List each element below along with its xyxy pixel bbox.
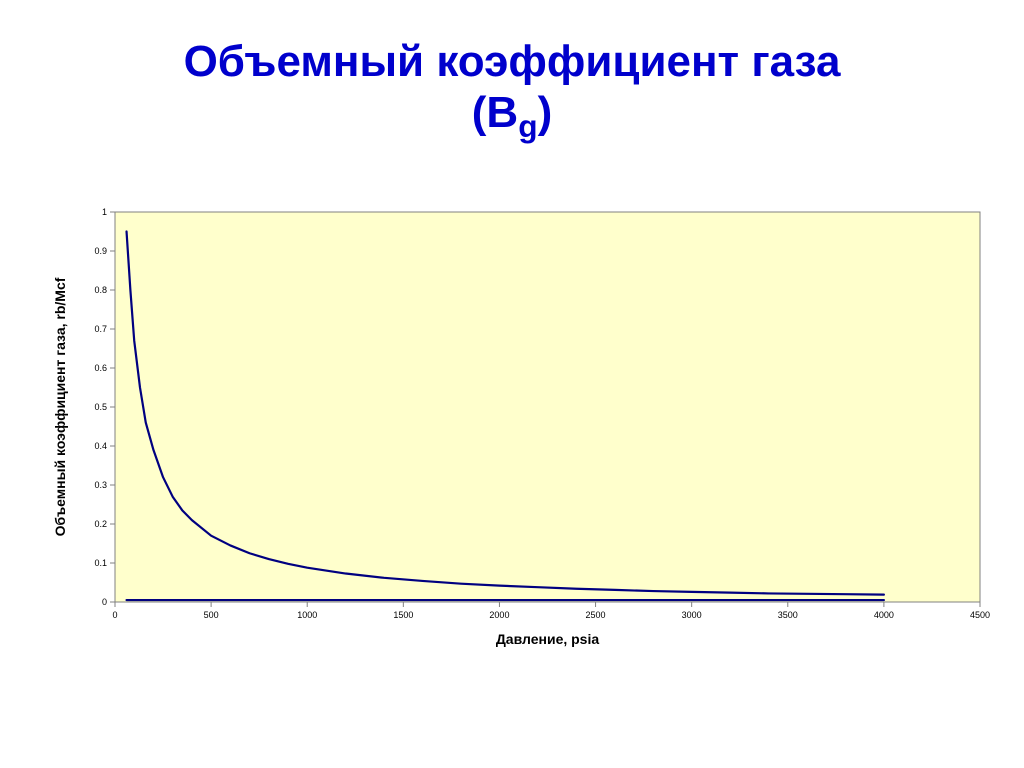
title-line-2-prefix: (B: [472, 88, 518, 137]
title-line-1: Объемный коэффициент газа: [184, 37, 841, 86]
y-tick-label: 0.1: [94, 558, 107, 568]
y-tick-label: 1: [102, 207, 107, 217]
x-tick-label: 1500: [393, 610, 413, 620]
page-title: Объемный коэффициент газа (Bg): [0, 37, 1024, 144]
title-line-2-sub: g: [518, 108, 537, 144]
y-tick-label: 0.5: [94, 402, 107, 412]
y-tick-label: 0.7: [94, 324, 107, 334]
x-tick-label: 2500: [586, 610, 606, 620]
y-tick-label: 0: [102, 597, 107, 607]
x-tick-label: 1000: [297, 610, 317, 620]
y-tick-label: 0.3: [94, 480, 107, 490]
x-tick-label: 3500: [778, 610, 798, 620]
y-tick-label: 0.2: [94, 519, 107, 529]
chart-region: 0 500 1000 1500 2000 2500 3000 3500 4000 4500 0 0.1…: [40, 200, 990, 660]
y-axis-label: Объемный коэффициент газа, rb/Mcf: [52, 277, 68, 536]
chart-svg: 0 500 1000 1500 2000 2500 3000 3500 4000 4500 0 0.1…: [40, 200, 990, 660]
x-axis-label: Давление, psia: [496, 631, 600, 647]
y-tick-label: 0.9: [94, 246, 107, 256]
x-tick-label: 4500: [970, 610, 990, 620]
x-tick-label: 4000: [874, 610, 894, 620]
y-tick-label: 0.8: [94, 285, 107, 295]
y-tick-label: 0.6: [94, 363, 107, 373]
x-tick-label: 2000: [489, 610, 509, 620]
x-tick-label: 0: [112, 610, 117, 620]
title-line-2-suffix: ): [538, 88, 553, 137]
x-tick-label: 3000: [682, 610, 702, 620]
y-tick-label: 0.4: [94, 441, 107, 451]
plot-area: [115, 212, 980, 602]
x-tick-label: 500: [204, 610, 219, 620]
